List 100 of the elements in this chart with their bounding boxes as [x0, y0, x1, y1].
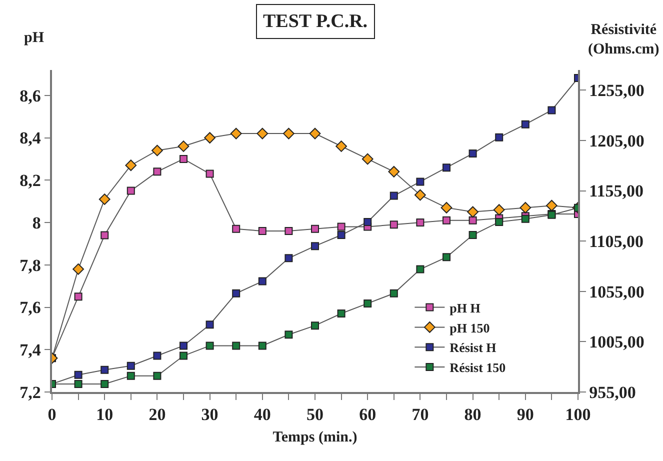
point	[180, 352, 188, 360]
point	[126, 372, 135, 380]
point	[180, 154, 188, 163]
point	[98, 194, 110, 205]
point	[126, 362, 135, 370]
point	[416, 265, 424, 274]
point	[311, 224, 319, 233]
point	[232, 342, 240, 350]
point	[258, 342, 266, 350]
point	[180, 342, 188, 350]
x-axis-title: Temps (min.)	[272, 430, 358, 446]
y2-tick-label: 1105,00	[589, 232, 644, 252]
point	[178, 140, 190, 152]
point	[284, 227, 293, 235]
point	[284, 254, 293, 262]
point	[309, 128, 321, 140]
y-tick-label: 7,2	[20, 382, 41, 402]
y-axis-title: pH	[24, 30, 44, 46]
y-tick-label: 8	[32, 213, 41, 232]
point	[258, 227, 266, 235]
point	[100, 380, 109, 388]
point	[230, 128, 242, 140]
point	[337, 231, 346, 240]
point	[74, 370, 82, 379]
x-tick-label: 0	[48, 405, 56, 424]
point	[74, 292, 82, 301]
point	[284, 330, 293, 339]
point	[100, 231, 109, 240]
y2-tick-label: 1205,00	[589, 131, 644, 150]
point	[388, 166, 400, 178]
point	[521, 120, 530, 128]
point	[283, 128, 294, 140]
point	[495, 218, 504, 226]
point	[256, 128, 268, 140]
point	[206, 170, 214, 178]
point	[232, 289, 240, 298]
x-tick-label: 100	[565, 405, 591, 424]
point	[125, 160, 137, 172]
point	[364, 299, 372, 308]
y-tick-label: 8,4	[20, 128, 42, 148]
point	[258, 277, 266, 286]
point	[362, 153, 374, 165]
point	[206, 342, 214, 350]
point	[442, 164, 450, 172]
point	[442, 253, 450, 262]
y2-axis-title: Résistivité (Ohms.cm)	[588, 22, 660, 58]
point	[204, 132, 216, 144]
point	[442, 216, 450, 224]
point	[74, 380, 82, 388]
point	[520, 202, 532, 214]
point	[493, 204, 505, 216]
x-tick-label: 80	[464, 405, 482, 424]
point	[390, 220, 398, 229]
legend-label: Résist 150	[450, 360, 506, 376]
point	[72, 263, 84, 275]
point	[416, 178, 424, 186]
point	[100, 366, 109, 374]
point	[468, 231, 477, 240]
point	[467, 206, 478, 218]
y-tick-label: 8,2	[20, 171, 41, 190]
point	[414, 189, 426, 201]
legend-label: pH 150	[450, 320, 490, 336]
point	[126, 186, 135, 195]
legend-label: pH H	[450, 300, 480, 316]
point	[337, 222, 346, 231]
point	[336, 140, 347, 152]
point	[152, 144, 163, 156]
point	[153, 372, 162, 380]
x-tick-label: 10	[96, 405, 114, 424]
y2-tick-label: 1055,00	[589, 282, 644, 302]
y-tick-label: 7,6	[20, 298, 41, 318]
y2-tick-label: 1005,00	[589, 332, 644, 352]
point	[468, 216, 477, 224]
x-tick-label: 90	[516, 405, 534, 424]
point	[337, 310, 346, 318]
point	[546, 200, 558, 212]
point	[206, 320, 214, 329]
point	[153, 352, 162, 360]
point	[521, 214, 530, 223]
x-tick-label: 50	[306, 405, 324, 424]
y-tick-label: 7,8	[20, 256, 41, 275]
y-tick-label: 8,6	[20, 86, 41, 106]
y2-tick-label: 1155,00	[589, 182, 644, 201]
y-tick-label: 7,4	[20, 340, 42, 360]
point	[311, 242, 319, 250]
point	[468, 150, 477, 158]
point	[153, 168, 162, 176]
x-tick-label: 30	[201, 405, 218, 424]
y2-tick-label: 955,00	[589, 382, 636, 402]
point	[364, 218, 372, 226]
point	[548, 106, 556, 114]
x-tick-label: 60	[359, 405, 376, 424]
point	[390, 192, 398, 200]
x-tick-label: 40	[254, 405, 271, 424]
y2-tick-label: 1255,00	[589, 81, 644, 100]
x-tick-label: 20	[148, 405, 166, 424]
point	[495, 133, 504, 142]
point	[311, 322, 319, 330]
x-tick-label: 70	[412, 405, 429, 424]
point	[232, 224, 240, 233]
